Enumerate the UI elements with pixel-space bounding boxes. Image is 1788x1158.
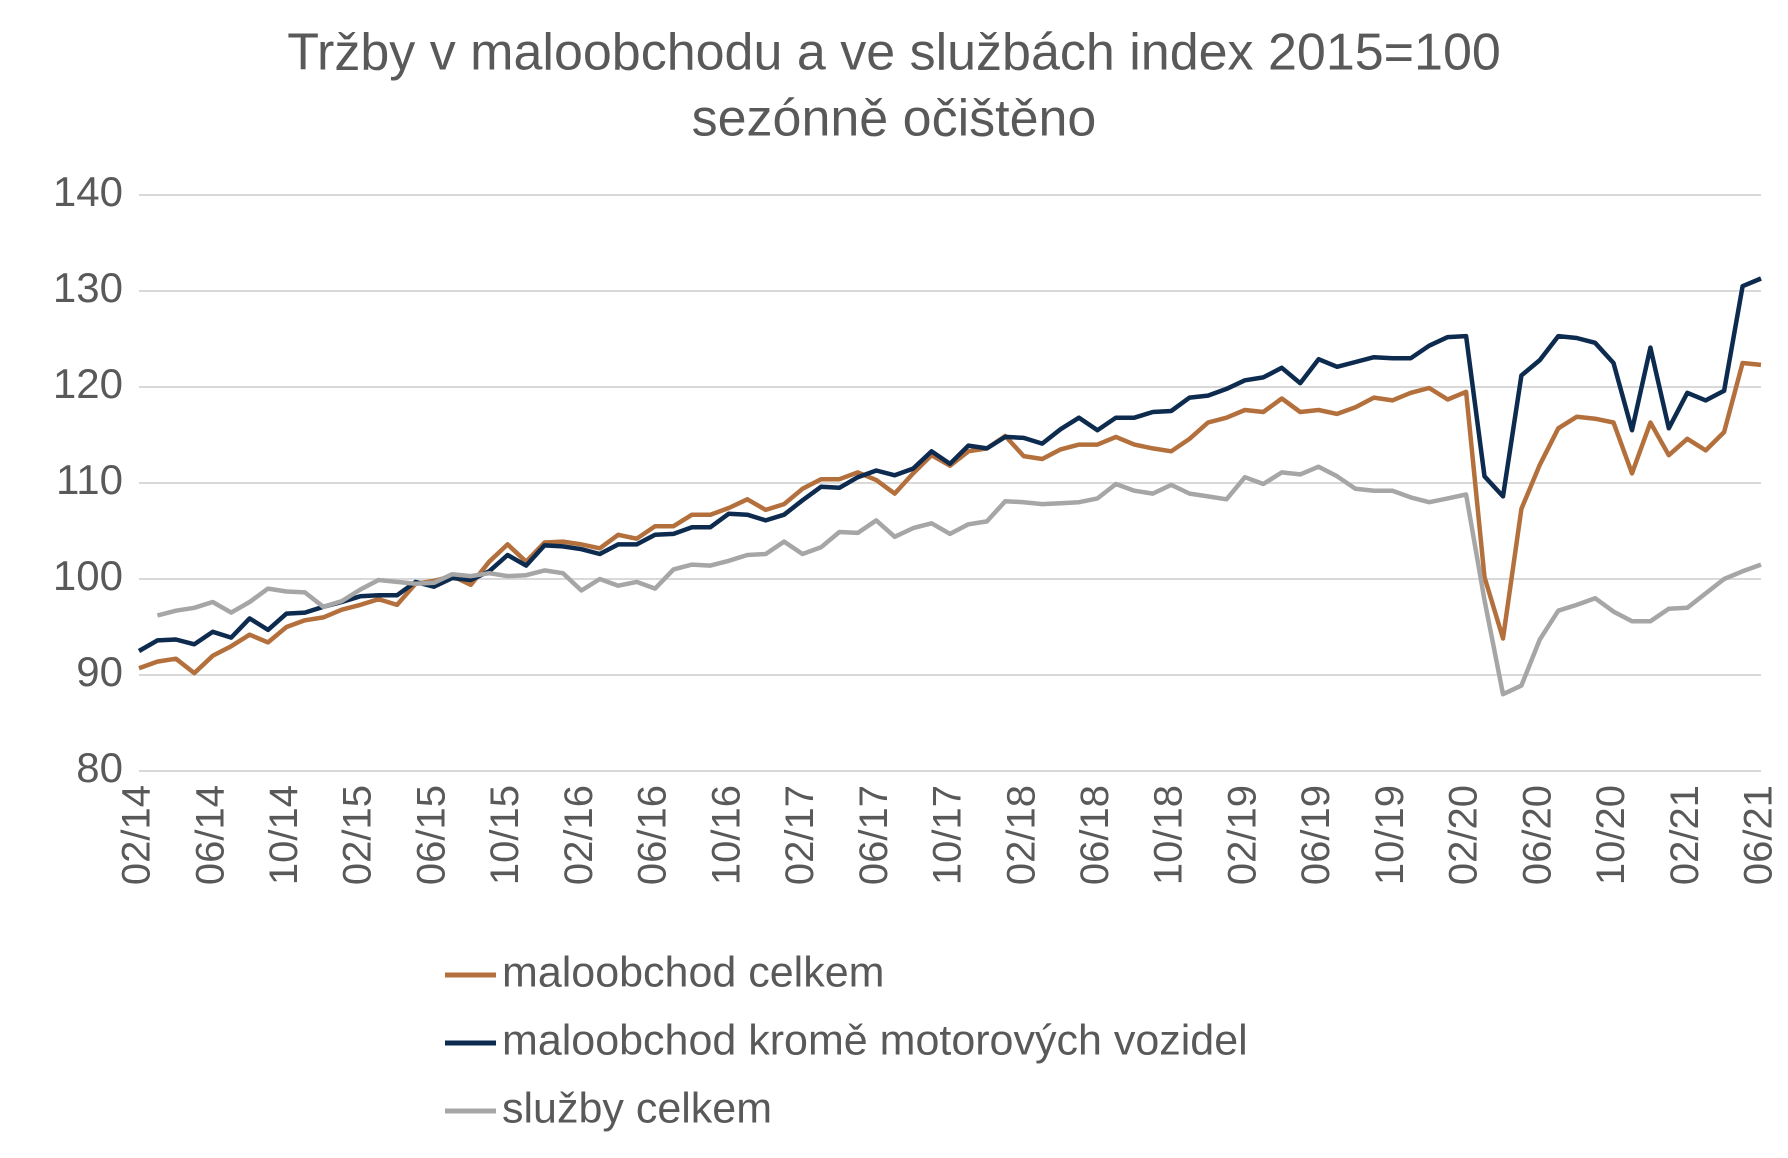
x-tick-label: 06/18 bbox=[1073, 785, 1117, 885]
x-tick-label: 10/17 bbox=[926, 785, 970, 885]
x-tick-label: 02/16 bbox=[557, 785, 601, 885]
x-tick-label: 10/16 bbox=[704, 785, 748, 885]
x-tick-label: 06/19 bbox=[1294, 785, 1338, 885]
legend-label: služby celkem bbox=[502, 1084, 772, 1132]
y-tick-label: 130 bbox=[53, 264, 123, 311]
x-tick-label: 10/20 bbox=[1589, 785, 1633, 885]
y-tick-label: 90 bbox=[76, 648, 123, 695]
x-tick-label: 10/15 bbox=[483, 785, 527, 885]
x-tick-label: 02/19 bbox=[1220, 785, 1264, 885]
y-tick-label: 110 bbox=[56, 456, 123, 503]
x-tick-label: 06/17 bbox=[852, 785, 896, 885]
x-tick-label: 02/17 bbox=[778, 785, 822, 885]
x-tick-label: 06/21 bbox=[1737, 785, 1781, 885]
x-tick-label: 10/19 bbox=[1368, 785, 1412, 885]
y-tick-label: 80 bbox=[76, 744, 123, 791]
x-tick-label: 10/14 bbox=[262, 785, 306, 885]
y-tick-label: 140 bbox=[53, 168, 123, 215]
chart-subtitle: sezónně očištěno bbox=[692, 90, 1097, 148]
y-tick-label: 100 bbox=[53, 552, 123, 599]
x-tick-label: 02/15 bbox=[336, 785, 380, 885]
x-tick-label: 02/14 bbox=[115, 785, 159, 885]
x-tick-label: 02/21 bbox=[1663, 785, 1707, 885]
y-tick-label: 120 bbox=[53, 360, 123, 407]
legend-label: maloobchod kromě motorových vozidel bbox=[502, 1016, 1248, 1064]
x-tick-label: 06/20 bbox=[1515, 785, 1559, 885]
series-line bbox=[137, 276, 1762, 653]
x-tick-label: 02/20 bbox=[1442, 785, 1486, 885]
chart-title: Tržby v maloobchodu a ve službách index … bbox=[287, 24, 1501, 82]
x-tick-label: 06/14 bbox=[188, 785, 232, 885]
x-tick-label: 10/18 bbox=[1147, 785, 1191, 885]
x-tick-label: 06/15 bbox=[409, 785, 453, 885]
x-tick-label: 02/18 bbox=[999, 785, 1043, 885]
series-line bbox=[156, 464, 1762, 697]
x-tick-label: 06/16 bbox=[631, 785, 675, 885]
legend-label: maloobchod celkem bbox=[502, 948, 884, 996]
